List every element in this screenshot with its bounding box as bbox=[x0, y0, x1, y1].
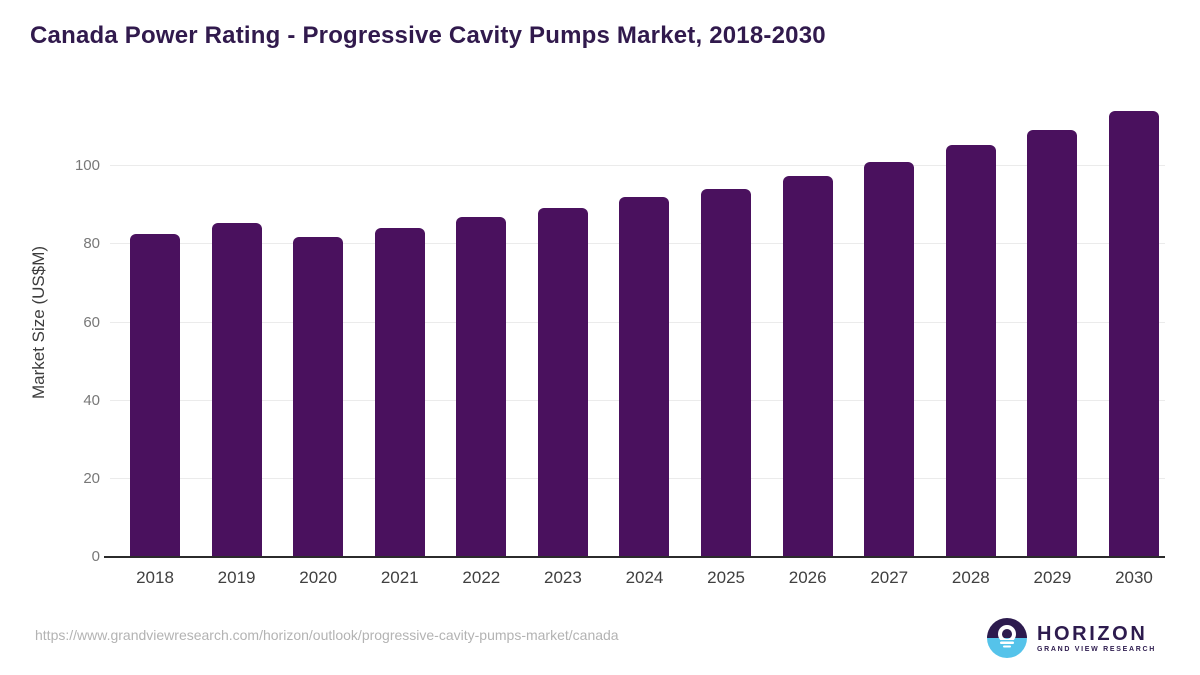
logo-subtitle: GRAND VIEW RESEARCH bbox=[1036, 645, 1156, 653]
bar-2026 bbox=[782, 176, 833, 557]
horizon-logo-icon bbox=[986, 618, 1027, 658]
bar-2023 bbox=[537, 207, 588, 557]
chart-title: Canada Power Rating - Progressive Cavity… bbox=[30, 22, 826, 49]
logo-text: HORIZON GRAND VIEW RESEARCH bbox=[1037, 623, 1156, 654]
plot-area bbox=[110, 88, 1165, 557]
y-axis-tick-labels: 0 20 40 60 80 100 bbox=[52, 88, 100, 565]
x-tick-label-2020: 2020 bbox=[299, 568, 338, 587]
gridline-100 bbox=[110, 165, 1165, 167]
y-tick-label-20: 20 bbox=[83, 469, 100, 487]
bar-2029 bbox=[1027, 130, 1078, 557]
bar-2024 bbox=[619, 196, 670, 557]
x-tick-label-2028: 2028 bbox=[951, 568, 990, 587]
bar-2027 bbox=[864, 162, 915, 557]
bar-2025 bbox=[701, 188, 752, 557]
y-tick-label-100: 100 bbox=[74, 157, 100, 175]
y-axis-title: Market Size (US$M) bbox=[29, 245, 48, 400]
y-tick-label-40: 40 bbox=[83, 391, 100, 409]
bar-2021 bbox=[374, 227, 425, 557]
y-tick-label-60: 60 bbox=[83, 313, 100, 331]
x-tick-label-2029: 2029 bbox=[1033, 568, 1072, 587]
x-tick-label-2026: 2026 bbox=[788, 568, 827, 587]
horizon-logo: HORIZON GRAND VIEW RESEARCH bbox=[986, 618, 1156, 658]
bar-2019 bbox=[211, 223, 262, 557]
x-tick-label-2023: 2023 bbox=[543, 568, 582, 587]
x-tick-label-2021: 2021 bbox=[380, 568, 419, 587]
x-axis-line bbox=[104, 556, 1165, 558]
x-axis-tick-labels: 2018 2019 2020 2021 2022 2023 2024 2025 2026 2027… bbox=[110, 568, 1165, 592]
x-tick-label-2027: 2027 bbox=[870, 568, 909, 587]
x-tick-label-2019: 2019 bbox=[217, 568, 256, 587]
x-tick-label-2025: 2025 bbox=[707, 568, 745, 587]
x-tick-label-2018: 2018 bbox=[136, 568, 174, 587]
bar-2030 bbox=[1108, 111, 1159, 557]
bar-2022 bbox=[456, 216, 507, 557]
bar-2020 bbox=[293, 237, 344, 557]
x-tick-label-2030: 2030 bbox=[1115, 568, 1153, 587]
y-tick-label-0: 0 bbox=[91, 548, 100, 565]
x-tick-label-2022: 2022 bbox=[462, 568, 501, 587]
bar-2018 bbox=[130, 234, 180, 557]
logo-brand: HORIZON bbox=[1036, 622, 1148, 645]
source-url: https://www.grandviewresearch.com/horizo… bbox=[35, 627, 619, 643]
x-tick-label-2024: 2024 bbox=[625, 568, 664, 587]
y-tick-label-80: 80 bbox=[83, 235, 100, 253]
bar-2028 bbox=[945, 145, 996, 557]
